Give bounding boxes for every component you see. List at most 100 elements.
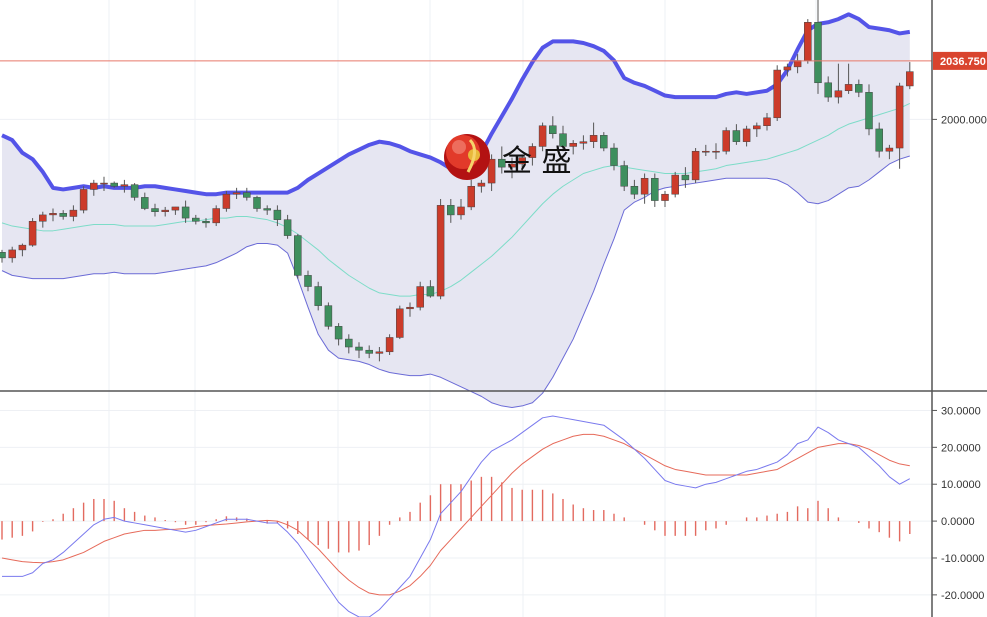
candle [69,205,78,222]
candle [906,62,914,90]
candle [294,234,302,279]
candle [467,179,475,211]
candle [457,198,465,220]
candle [385,334,394,355]
candle-body [355,346,363,351]
candle-body [793,60,802,68]
y-tick-label: 2000.000 [941,114,987,126]
candle [396,305,404,340]
candle [589,122,598,149]
candle-body [28,221,37,246]
candle [181,200,190,223]
candle [334,323,343,346]
candle [732,124,741,145]
y-tick-label: -20.0000 [941,590,984,602]
candle-body [426,286,435,297]
current-price-tag [933,51,987,70]
candle [559,125,567,152]
candle-body [120,184,129,187]
candle-body [753,125,761,130]
logo-text: 金 盛 [502,144,572,179]
candle-body [691,150,700,181]
lower-band-line [1,155,910,409]
candle-body [436,205,445,297]
candle [100,176,108,192]
candle [39,211,47,228]
candle-body [742,128,751,142]
candle [222,191,231,212]
y-tick-label: 30.0000 [941,405,981,417]
candle-body [600,135,608,149]
candle [355,342,363,359]
candle-body [763,117,771,127]
candle-body [457,206,465,216]
candle [742,125,751,147]
candlesticks [0,0,914,362]
macd-line [2,415,911,617]
candle-body [722,130,730,152]
candle [763,113,771,131]
candle-body [314,286,322,306]
candle [59,210,67,220]
y-tick-label: -10.0000 [941,553,984,565]
candle-body [875,128,883,152]
macd-indicator [1,415,911,617]
candle [508,157,516,179]
jinsheng-emblem-icon [444,134,490,180]
candle [304,270,312,292]
candle-body [406,306,414,310]
candle-body [8,249,16,259]
candle-body [151,208,159,212]
candle-body [222,193,231,209]
candle-body [549,125,557,134]
candle-body [477,182,486,187]
candle [702,144,710,156]
candle-body [538,125,547,147]
candle-body [39,214,47,222]
candle [569,140,577,155]
candle [610,143,618,171]
candle-body [630,185,639,195]
candle-body [49,213,57,216]
candle-body [844,84,853,91]
candle [161,206,169,217]
candle-body [651,178,659,201]
candle-body [855,84,863,93]
candle [671,171,679,198]
y-tick-label: 20.0000 [941,442,981,454]
candle-body [610,147,618,166]
candle [447,198,455,223]
candle-body [671,174,679,195]
candle [895,82,904,169]
candle-body [824,82,832,98]
candle-body [589,135,598,142]
candle-body [283,219,292,236]
candle-body [192,217,200,222]
candle [487,154,496,192]
candle [865,84,873,136]
candle-body [385,337,394,353]
candle [640,173,649,204]
candle [436,198,445,300]
candle [192,214,200,225]
candle-body [110,182,118,187]
candle-body [100,182,108,185]
candle [498,146,506,174]
candle-body [681,174,690,181]
candle-body [375,351,384,354]
candle-body [518,157,526,165]
candle [773,65,781,121]
candle-body [620,165,628,187]
candle-body [212,208,220,224]
candle-body [834,90,843,98]
candle-body [906,71,914,87]
candle [712,143,720,160]
candle-body [202,221,210,224]
candle [538,122,547,152]
candle-body [467,185,475,208]
candle [691,148,700,184]
candle [283,214,292,239]
candle-body [814,22,822,84]
candle [90,179,98,196]
